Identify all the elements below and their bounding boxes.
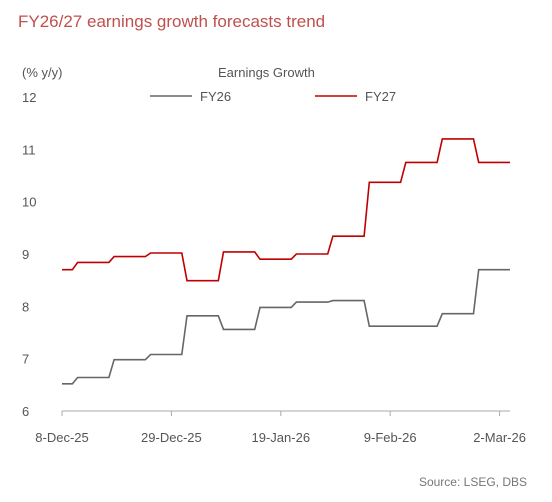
x-tick-label: 2-Mar-26	[473, 430, 526, 445]
y-tick-label: 12	[22, 90, 36, 105]
series-layer	[62, 138, 510, 385]
y-tick-label: 7	[22, 352, 29, 367]
x-axis: 8-Dec-25 29-Dec-25 19-Jan-26 9-Feb-26 2-Mar-…	[35, 410, 526, 445]
y-tick-label: 9	[22, 247, 29, 262]
x-tick-label: 29-Dec-25	[141, 430, 202, 445]
legend-title: Earnings Growth	[218, 65, 315, 80]
y-tick-label: 10	[22, 195, 36, 210]
x-tick-label: 19-Jan-26	[252, 430, 311, 445]
series-line-fy26	[62, 268, 510, 385]
y-tick-label: 6	[22, 404, 29, 419]
legend-label-fy26: FY26	[200, 89, 231, 104]
series-line-fy27	[62, 138, 510, 282]
legend-label-fy27: FY27	[365, 89, 396, 104]
x-tick-label: 8-Dec-25	[35, 430, 88, 445]
y-tick-label: 8	[22, 299, 29, 314]
x-tick-label: 9-Feb-26	[364, 430, 417, 445]
chart-title: FY26/27 earnings growth forecasts trend	[18, 12, 326, 31]
y-axis: 6 7 8 9 10 11 12	[22, 90, 36, 419]
legend: FY26 FY27	[150, 89, 396, 104]
source-note: Source: LSEG, DBS	[419, 475, 527, 489]
y-axis-label: (% y/y)	[22, 65, 62, 80]
y-tick-label: 11	[22, 142, 36, 157]
